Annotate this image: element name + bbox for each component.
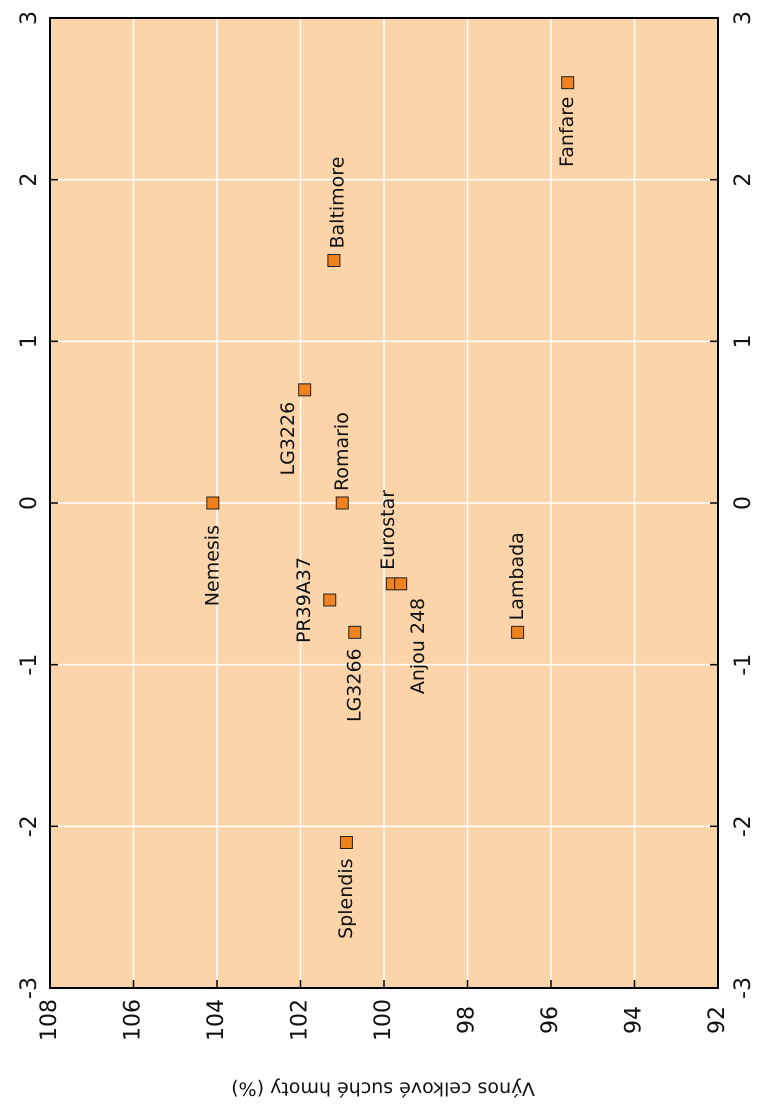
point-label: LG3266 xyxy=(343,648,365,722)
point xyxy=(339,836,353,849)
y-tick-label: 3 xyxy=(731,11,756,25)
y-tick-label: -2 xyxy=(17,815,42,837)
point xyxy=(511,625,525,639)
point-label: Romario xyxy=(331,412,353,491)
x-tick-label: 96 xyxy=(538,1006,563,1034)
x-tick-label: 92 xyxy=(705,1006,730,1034)
axis-title: Výnos celkové suché hmoty (%) xyxy=(231,1078,535,1100)
point-label: PR39A37 xyxy=(293,557,315,643)
x-tick-label: 108 xyxy=(37,999,62,1041)
y-tick-label: -3 xyxy=(731,977,756,999)
point xyxy=(323,593,337,607)
y-tick-label: 2 xyxy=(731,173,756,187)
y-tick-label: -3 xyxy=(17,977,42,999)
y-tick-label: 1 xyxy=(17,334,42,348)
y-tick-label: 2 xyxy=(17,173,42,187)
y-tick-label: -1 xyxy=(731,654,756,676)
point-label: LG3226 xyxy=(277,402,299,476)
x-tick-label: 102 xyxy=(288,999,313,1041)
point-label: Anjou 248 xyxy=(407,598,429,694)
x-tick-label: 98 xyxy=(455,1006,480,1034)
plot-frame xyxy=(49,17,719,989)
y-tick-label: 0 xyxy=(731,496,756,510)
point-label: Baltimore xyxy=(326,157,348,249)
x-tick-label: 94 xyxy=(622,1006,647,1034)
x-tick-label: 106 xyxy=(121,999,146,1041)
point xyxy=(394,577,408,591)
point-label: Splendis xyxy=(335,859,357,939)
y-tick-label: 0 xyxy=(17,496,42,510)
y-tick-label: -1 xyxy=(17,654,42,676)
point xyxy=(335,496,349,510)
y-tick-label: 3 xyxy=(17,11,42,25)
point-label: Fanfare xyxy=(556,97,578,167)
point-label: Nemesis xyxy=(201,525,223,606)
point xyxy=(348,625,362,639)
y-tick-label: 1 xyxy=(731,334,756,348)
y-tick-label: -2 xyxy=(731,815,756,837)
point-label: Eurostar xyxy=(377,490,399,570)
point xyxy=(561,76,575,90)
point xyxy=(327,254,341,267)
x-tick-label: 100 xyxy=(371,999,396,1041)
point-label: Lambada xyxy=(506,532,528,620)
point xyxy=(298,383,312,397)
point xyxy=(206,496,220,510)
x-tick-label: 104 xyxy=(204,999,229,1041)
